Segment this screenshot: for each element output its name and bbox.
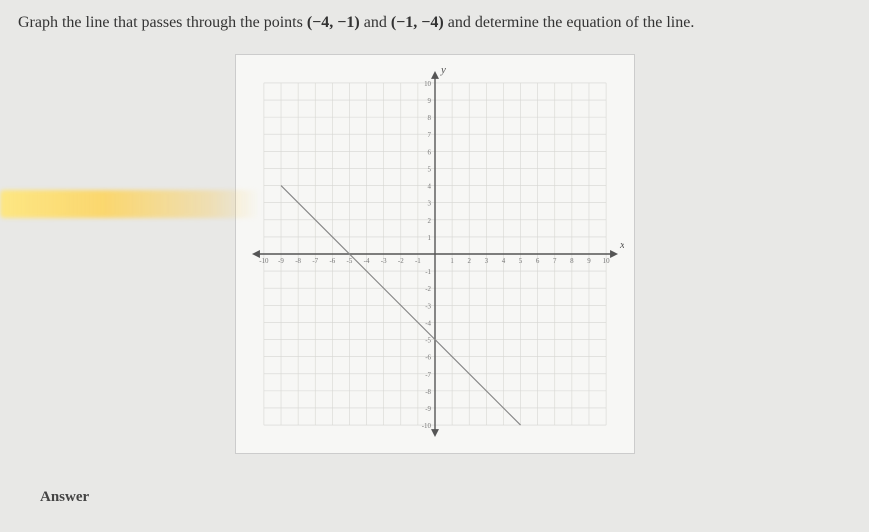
- svg-text:-7: -7: [425, 371, 431, 379]
- svg-text:3: 3: [484, 257, 488, 265]
- svg-text:-2: -2: [397, 257, 403, 265]
- svg-text:1: 1: [450, 257, 454, 265]
- svg-text:-10: -10: [259, 257, 269, 265]
- prompt-mid: and: [360, 14, 391, 31]
- svg-text:-6: -6: [425, 354, 431, 362]
- svg-text:-8: -8: [425, 388, 431, 396]
- coordinate-graph[interactable]: -10 -9 -8 -7 -6 -5 -4 -3 -2 -1 1 2 3 4 5 6 7 8 9 10 -10 -9 -8 -…: [235, 54, 635, 454]
- svg-text:10: 10: [602, 257, 609, 265]
- svg-text:-10: -10: [421, 422, 431, 430]
- svg-text:6: 6: [427, 149, 431, 157]
- svg-text:-7: -7: [312, 257, 318, 265]
- svg-text:6: 6: [535, 257, 539, 265]
- svg-text:-1: -1: [414, 257, 420, 265]
- prompt-suffix: and determine the equation of the line.: [444, 14, 695, 31]
- svg-text:8: 8: [427, 114, 431, 122]
- svg-text:4: 4: [427, 183, 431, 191]
- svg-text:4: 4: [501, 257, 505, 265]
- svg-text:1: 1: [427, 234, 431, 242]
- prompt-point2: (−1, −4): [391, 14, 444, 31]
- svg-text:-4: -4: [363, 257, 369, 265]
- svg-text:-9: -9: [278, 257, 284, 265]
- svg-text:9: 9: [587, 257, 591, 265]
- svg-text:-1: -1: [425, 268, 431, 276]
- svg-text:-8: -8: [295, 257, 301, 265]
- svg-text:-3: -3: [425, 303, 431, 311]
- svg-text:9: 9: [427, 97, 431, 105]
- svg-text:5: 5: [427, 166, 431, 174]
- svg-text:2: 2: [427, 217, 431, 225]
- graph-svg: -10 -9 -8 -7 -6 -5 -4 -3 -2 -1 1 2 3 4 5 6 7 8 9 10 -10 -9 -8 -…: [246, 65, 624, 443]
- svg-text:10: 10: [424, 80, 431, 88]
- svg-text:x: x: [619, 239, 624, 251]
- svg-text:2: 2: [467, 257, 471, 265]
- svg-text:y: y: [439, 65, 445, 76]
- prompt-prefix: Graph the line that passes through the p…: [18, 14, 307, 31]
- svg-text:7: 7: [427, 132, 431, 140]
- svg-text:-4: -4: [425, 320, 431, 328]
- svg-text:7: 7: [553, 257, 557, 265]
- svg-text:8: 8: [570, 257, 574, 265]
- answer-label: Answer: [40, 489, 89, 506]
- question-text: Graph the line that passes through the p…: [18, 12, 851, 34]
- svg-text:-2: -2: [425, 286, 431, 294]
- svg-text:3: 3: [427, 200, 431, 208]
- svg-text:-5: -5: [425, 337, 431, 345]
- prompt-point1: (−4, −1): [307, 14, 360, 31]
- svg-text:-3: -3: [380, 257, 386, 265]
- svg-text:-9: -9: [425, 405, 431, 413]
- svg-text:-5: -5: [346, 257, 352, 265]
- svg-text:5: 5: [518, 257, 522, 265]
- svg-text:-6: -6: [329, 257, 335, 265]
